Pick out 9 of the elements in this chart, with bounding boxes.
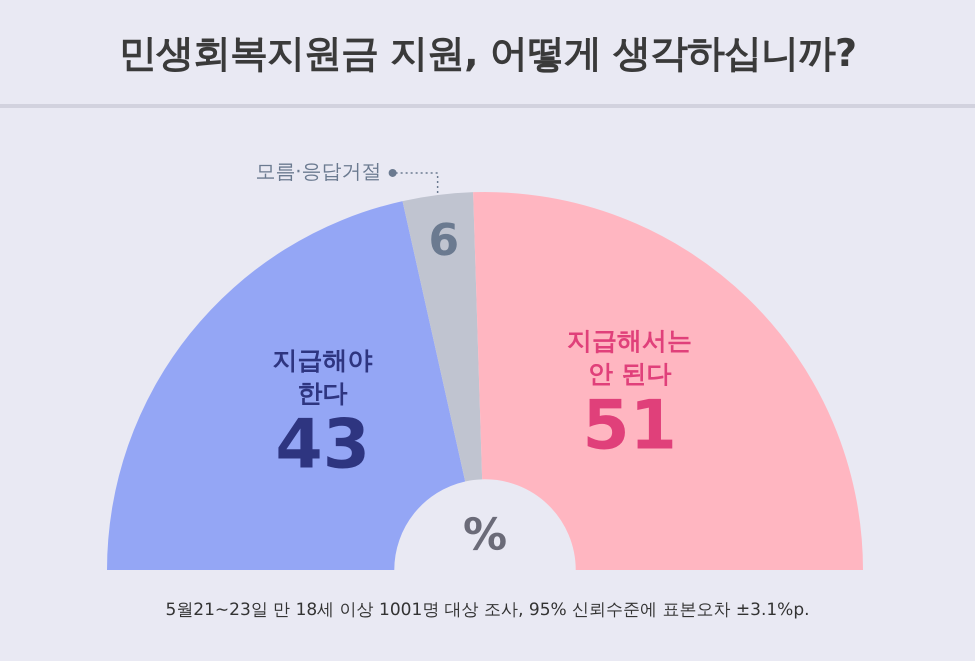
chart-title: 민생회복지원금 지원, 어떻게 생각하십니까? (118, 30, 858, 77)
text: 5월21~23일 만 18세 이상 1001명 대상 조사, 95% 신뢰수준에 표본오차 ±3.1%p. (164, 599, 811, 621)
text: % (462, 509, 508, 560)
slice-label: 지급해야 한다 (272, 346, 373, 408)
data-label: 43 (275, 406, 370, 485)
slice-label: 지급해서는 안 된다 (567, 326, 692, 388)
data-label: 6 (428, 215, 460, 266)
slice-label: 모름·응답거절 (255, 159, 382, 184)
data-label: 51 (582, 386, 677, 466)
